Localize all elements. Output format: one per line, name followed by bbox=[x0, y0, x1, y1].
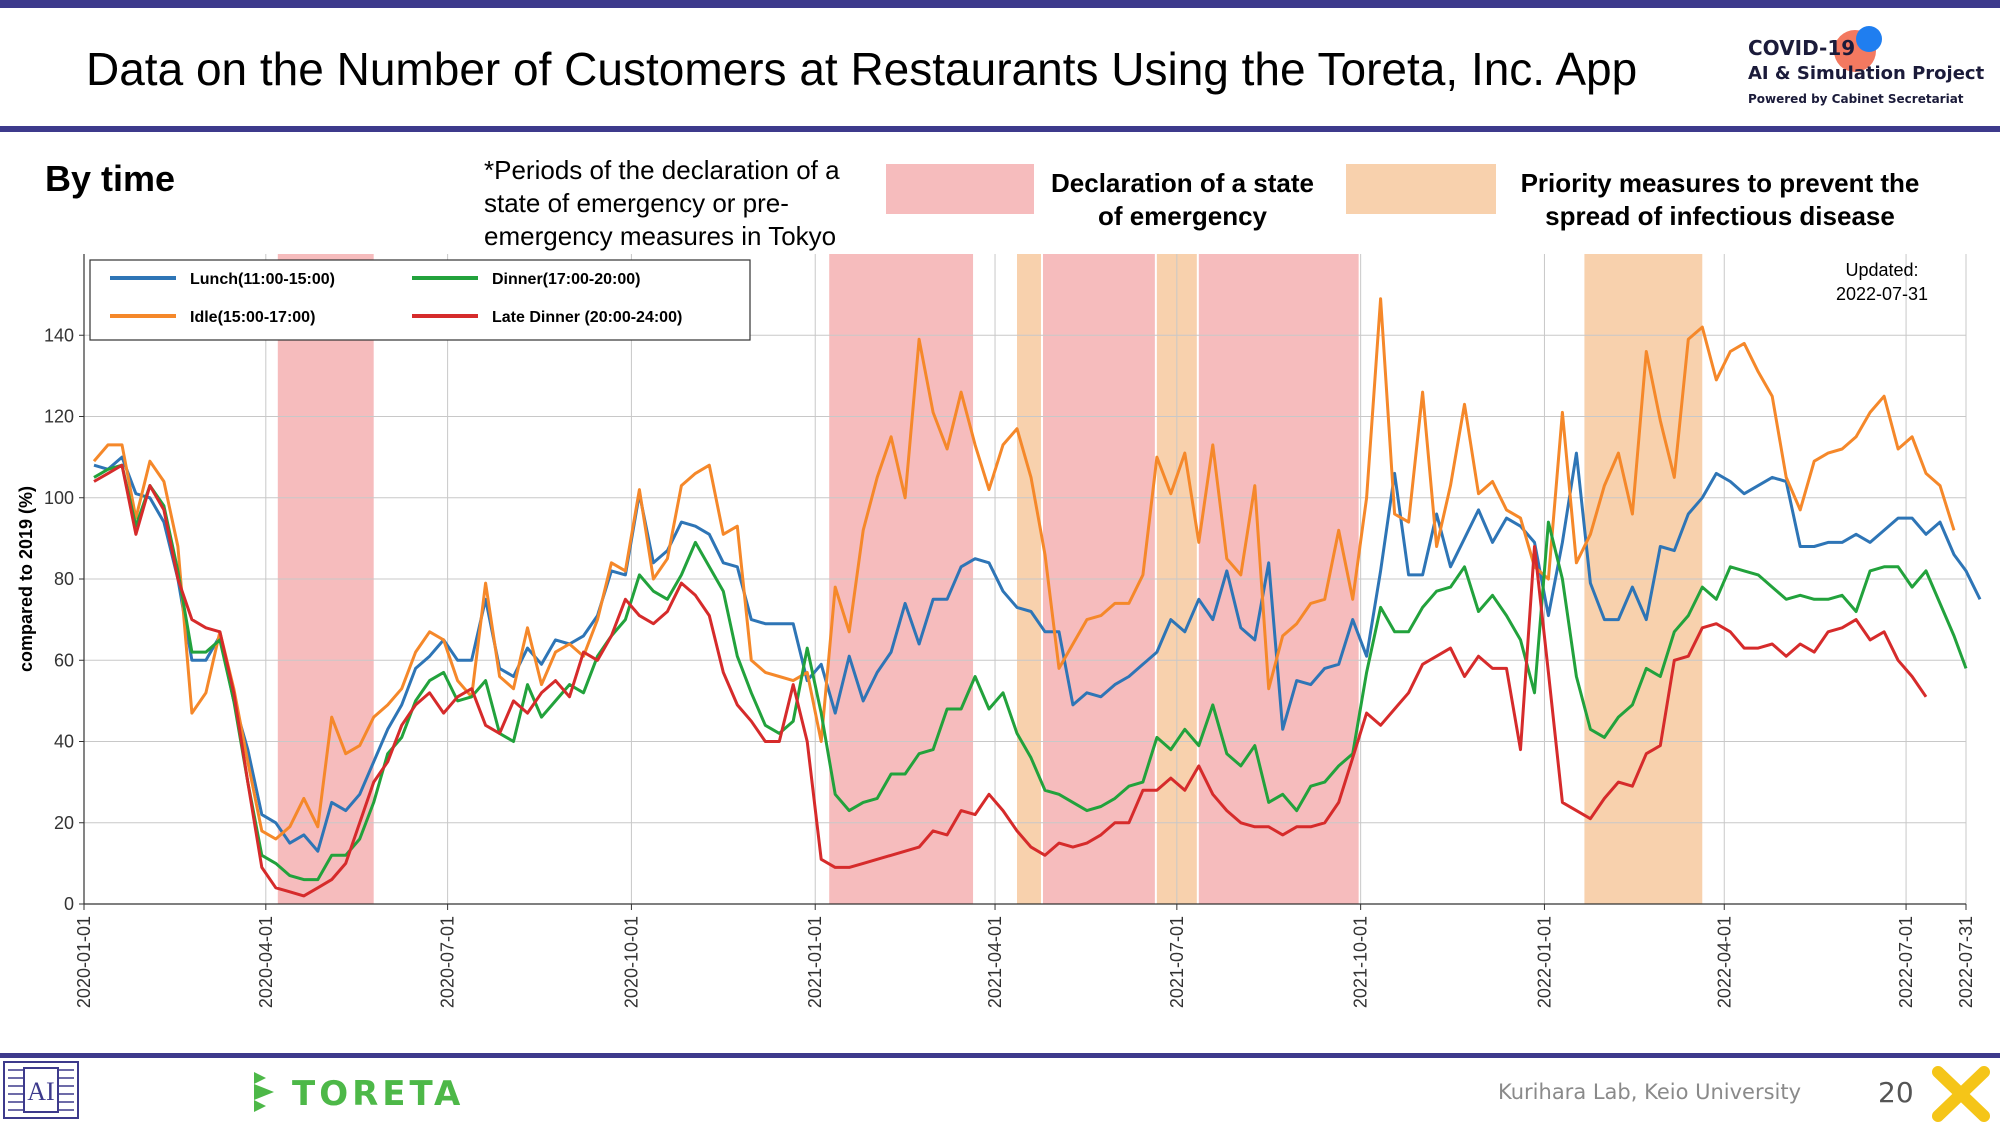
svg-text:AI: AI bbox=[27, 1077, 54, 1106]
y-tick-label: 120 bbox=[44, 407, 74, 427]
section-title: By time bbox=[45, 158, 176, 199]
x-tick-label: 2022-07-01 bbox=[1896, 916, 1916, 1008]
x-tick-label: 2022-04-01 bbox=[1714, 916, 1734, 1008]
page-number: 20 bbox=[1878, 1076, 1914, 1109]
kurihara-lab-logo: AI bbox=[3, 1061, 79, 1119]
customers-line-chart: 0 20 40 60 80 100 120 140 2020-01-01 2020-04-01 20… bbox=[16, 254, 1982, 1008]
y-tick-label: 100 bbox=[44, 488, 74, 508]
y-tick-label: 20 bbox=[54, 813, 74, 833]
legend-label-3: Late Dinner (20:00-24:00) bbox=[492, 309, 682, 326]
y-axis-label: compared to 2019 (%) bbox=[16, 486, 36, 672]
series-line-0 bbox=[93, 451, 1982, 853]
logo-line2: AI & Simulation Project bbox=[1748, 63, 1985, 84]
lab-credit: Kurihara Lab, Keio University bbox=[1498, 1080, 1802, 1104]
legend-label-2: Dinner(17:00-20:00) bbox=[492, 271, 641, 288]
y-tick-label: 60 bbox=[54, 650, 74, 670]
x-tick-label: 2021-07-01 bbox=[1167, 916, 1187, 1008]
series-line-1 bbox=[92, 297, 1956, 841]
logo-line3: Powered by Cabinet Secretariat bbox=[1748, 92, 1964, 106]
x-tick-label: 2021-04-01 bbox=[985, 916, 1005, 1008]
x-tick-label: 2020-10-01 bbox=[621, 916, 641, 1008]
period-note: *Periods of the declaration of a state o… bbox=[484, 155, 840, 251]
page-title: Data on the Number of Customers at Resta… bbox=[86, 43, 1638, 95]
y-tick-label: 0 bbox=[64, 894, 74, 914]
priority-legend-label: Priority measures to prevent the spread … bbox=[1520, 168, 1920, 231]
x-brand-logo bbox=[1932, 1066, 1990, 1122]
updated-annotation-line-0: Updated: bbox=[1845, 260, 1918, 280]
series-line-3 bbox=[93, 463, 1928, 898]
toreta-wordmark: TORETA bbox=[292, 1074, 465, 1114]
toreta-mark-icon bbox=[254, 1072, 274, 1112]
emergency-swatch bbox=[886, 164, 1034, 214]
x-tick-label: 2020-04-01 bbox=[256, 916, 276, 1008]
updated-annotation-line-1: 2022-07-31 bbox=[1836, 284, 1928, 304]
series-legend-box bbox=[89, 259, 751, 341]
header-rule bbox=[0, 126, 2000, 132]
x-tick-label: 2020-07-01 bbox=[438, 916, 458, 1008]
footer-rule bbox=[0, 1053, 2000, 1058]
priority-swatch bbox=[1346, 164, 1496, 214]
x-tick-label: 2020-01-01 bbox=[74, 916, 94, 1008]
x-tick-label: 2021-01-01 bbox=[805, 916, 825, 1008]
logo-line1: COVID-19 bbox=[1748, 36, 1856, 60]
legend-label-0: Lunch(11:00-15:00) bbox=[190, 271, 335, 288]
y-tick-label: 40 bbox=[54, 732, 74, 752]
logo-blue-dot bbox=[1856, 26, 1882, 52]
top-rule bbox=[0, 0, 2000, 8]
legend-label-1: Idle(15:00-17:00) bbox=[190, 309, 315, 326]
emergency-legend-label: Declaration of a state of emergency bbox=[1051, 168, 1314, 231]
x-tick-label: 2022-01-01 bbox=[1534, 916, 1554, 1008]
y-tick-label: 140 bbox=[44, 325, 74, 345]
series-line-2 bbox=[93, 463, 1968, 882]
x-tick-label: 2022-07-31 bbox=[1956, 916, 1976, 1008]
y-tick-label: 80 bbox=[54, 569, 74, 589]
covid19-project-logo: COVID-19 AI & Simulation Project Powered… bbox=[1746, 26, 1986, 116]
x-tick-label: 2021-10-01 bbox=[1351, 916, 1371, 1008]
